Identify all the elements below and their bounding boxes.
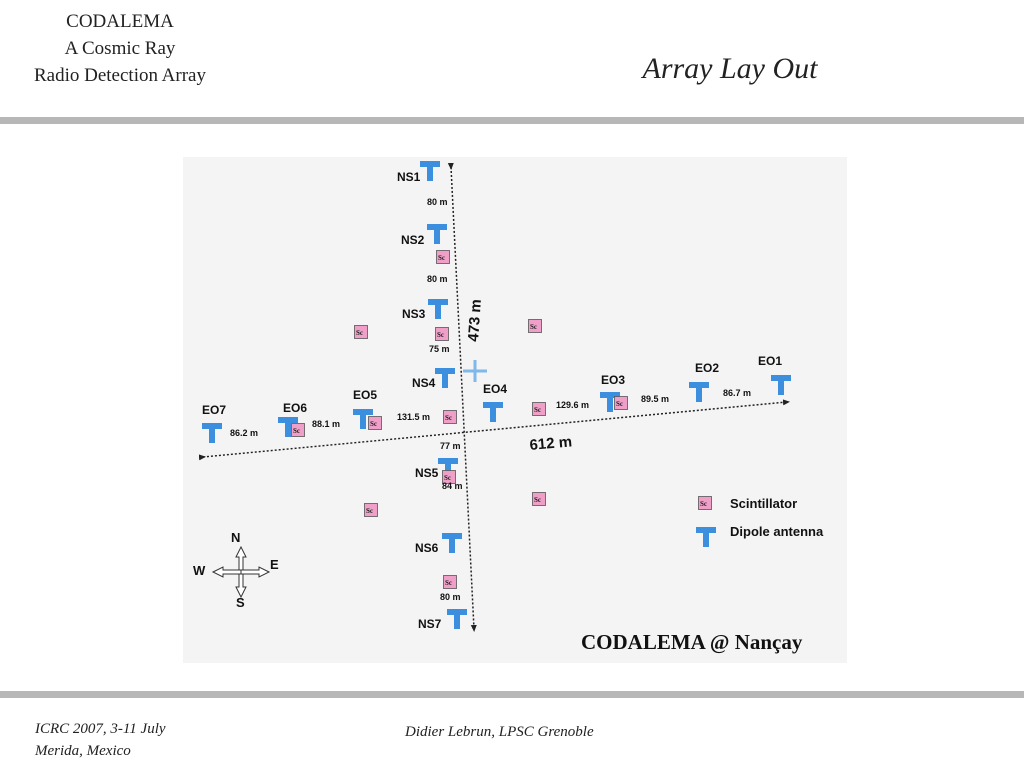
svg-text:Sc: Sc bbox=[616, 400, 623, 408]
compass-w: W bbox=[193, 563, 206, 578]
antenna-ns4: NS4 bbox=[412, 368, 455, 390]
array-layout-diagram: NS1 NS2 NS3 NS4 NS5 NS6 NS7 EO1 EO2 EO3 … bbox=[193, 161, 824, 654]
svg-text:Sc: Sc bbox=[293, 427, 300, 435]
svg-text:Sc: Sc bbox=[534, 496, 541, 504]
antenna-eo1: EO1 bbox=[758, 354, 791, 395]
slide-title: Array Lay Out bbox=[642, 52, 818, 85]
ns-length-label: 473 m bbox=[465, 299, 485, 343]
bottom-divider bbox=[0, 691, 1024, 698]
scintillator: Sc bbox=[528, 319, 542, 333]
antenna-label: NS6 bbox=[415, 541, 439, 555]
distance-label: 80 m bbox=[427, 274, 448, 284]
footer-conference-line-2: Merida, Mexico bbox=[35, 743, 131, 759]
antenna-label: NS7 bbox=[418, 617, 442, 631]
antenna-ns3: NS3 bbox=[402, 299, 448, 321]
ns-axis-line bbox=[447, 162, 477, 632]
svg-text:Sc: Sc bbox=[534, 406, 541, 414]
distance-label: 131.5 m bbox=[397, 412, 430, 422]
scintillator: Sc bbox=[442, 470, 456, 484]
svg-text:Sc: Sc bbox=[437, 331, 444, 339]
antenna-label: EO2 bbox=[695, 361, 719, 375]
scintillator: Sc bbox=[532, 492, 546, 506]
antenna-label: EO3 bbox=[601, 373, 625, 387]
scintillator: Sc bbox=[443, 575, 457, 589]
distance-label: 84 m bbox=[442, 481, 463, 491]
presentation-header: CODALEMA A Cosmic Ray Radio Detection Ar… bbox=[0, 8, 240, 89]
antenna-label: NS4 bbox=[412, 376, 436, 390]
svg-text:Sc: Sc bbox=[444, 474, 451, 482]
svg-text:Sc: Sc bbox=[445, 579, 452, 587]
scintillator: Sc bbox=[443, 410, 457, 424]
svg-text:Sc: Sc bbox=[700, 500, 707, 508]
compass-n: N bbox=[231, 530, 240, 545]
antenna-ns6: NS6 bbox=[415, 533, 462, 555]
distance-label: 80 m bbox=[427, 197, 448, 207]
antenna-label: EO6 bbox=[283, 401, 307, 415]
distance-label: 86.7 m bbox=[723, 388, 751, 398]
distance-label: 77 m bbox=[440, 441, 461, 451]
compass-e: E bbox=[270, 557, 279, 572]
footer-conference: ICRC 2007, 3-11 July Merida, Mexico bbox=[35, 718, 166, 762]
array-center-marker bbox=[463, 360, 487, 382]
scintillator: Sc bbox=[614, 396, 628, 410]
antenna-label: NS5 bbox=[415, 466, 439, 480]
scintillator: Sc bbox=[368, 416, 382, 430]
scintillator: Sc bbox=[436, 250, 450, 264]
antenna-ns1: NS1 bbox=[397, 161, 440, 184]
antenna-label: EO1 bbox=[758, 354, 782, 368]
scintillator: Sc bbox=[291, 423, 305, 437]
figure-caption: CODALEMA @ Nançay bbox=[581, 630, 803, 654]
scintillator: Sc bbox=[354, 325, 368, 339]
antenna-label: NS1 bbox=[397, 170, 421, 184]
antenna-eo4: EO4 bbox=[483, 382, 507, 422]
top-divider bbox=[0, 117, 1024, 124]
antenna-label: EO4 bbox=[483, 382, 507, 396]
antenna-eo2: EO2 bbox=[689, 361, 719, 402]
legend-dipole-icon bbox=[696, 527, 716, 547]
eo-length-label: 612 m bbox=[529, 433, 573, 454]
distance-label: 86.2 m bbox=[230, 428, 258, 438]
header-line-1: CODALEMA bbox=[66, 11, 174, 32]
distance-label: 75 m bbox=[429, 344, 450, 354]
svg-text:Sc: Sc bbox=[370, 420, 377, 428]
header-line-3: Radio Detection Array bbox=[33, 65, 206, 86]
legend-dipole-label: Dipole antenna bbox=[730, 524, 824, 539]
scintillator: Sc bbox=[435, 327, 449, 341]
distance-label: 88.1 m bbox=[312, 419, 340, 429]
antenna-label: EO7 bbox=[202, 403, 226, 417]
header-line-2: A Cosmic Ray bbox=[64, 38, 176, 59]
antenna-label: EO5 bbox=[353, 388, 377, 402]
scintillator: Sc bbox=[532, 402, 546, 416]
antenna-ns2: NS2 bbox=[401, 224, 447, 247]
antenna-eo5: EO5 bbox=[353, 388, 377, 429]
distance-label: 89.5 m bbox=[641, 394, 669, 404]
antenna-eo7: EO7 bbox=[202, 403, 226, 443]
antenna-eo6: EO6 bbox=[278, 401, 307, 437]
footer-author: Didier Lebrun, LPSC Grenoble bbox=[405, 724, 594, 740]
legend-scintillator-label: Scintillator bbox=[730, 496, 797, 511]
svg-text:Sc: Sc bbox=[438, 254, 445, 262]
eo-axis-line bbox=[198, 399, 790, 461]
antenna-ns5: NS5 bbox=[415, 458, 458, 480]
antenna-label: NS2 bbox=[401, 233, 425, 247]
footer-conference-line-1: ICRC 2007, 3-11 July bbox=[35, 721, 166, 737]
array-layout-figure: NS1 NS2 NS3 NS4 NS5 NS6 NS7 EO1 EO2 EO3 … bbox=[183, 157, 847, 663]
distance-label: 129.6 m bbox=[556, 400, 589, 410]
distance-label: 80 m bbox=[440, 592, 461, 602]
compass-icon: N S E W bbox=[193, 530, 279, 610]
svg-text:Sc: Sc bbox=[530, 323, 537, 331]
svg-text:Sc: Sc bbox=[366, 507, 373, 515]
compass-s: S bbox=[236, 595, 245, 610]
svg-text:Sc: Sc bbox=[356, 329, 363, 337]
legend: Sc Scintillator Dipole antenna bbox=[696, 496, 824, 547]
svg-text:Sc: Sc bbox=[445, 414, 452, 422]
scintillator: Sc bbox=[364, 503, 378, 517]
antenna-eo3: EO3 bbox=[600, 373, 625, 412]
antenna-label: NS3 bbox=[402, 307, 426, 321]
antenna-ns7: NS7 bbox=[418, 609, 467, 631]
